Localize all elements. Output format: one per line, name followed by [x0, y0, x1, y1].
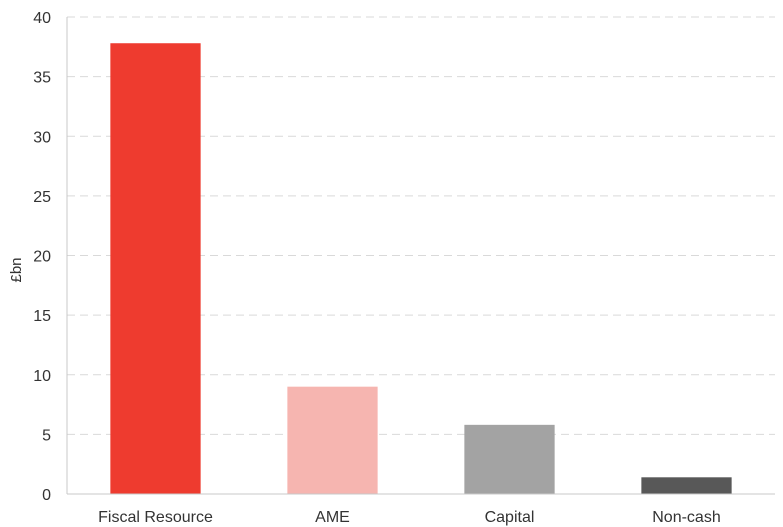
- y-tick-label: 15: [33, 308, 51, 325]
- x-tick-labels: Fiscal Resource AME Capital Non-cash: [98, 509, 721, 526]
- y-tick-label: 25: [33, 189, 51, 206]
- y-tick-label: 0: [42, 487, 51, 504]
- x-tick-label: AME: [315, 509, 350, 526]
- y-axis-title: £bn: [8, 257, 25, 282]
- bars: [110, 43, 732, 495]
- x-tick-label: Fiscal Resource: [98, 509, 213, 526]
- y-tick-label: 5: [42, 427, 51, 444]
- x-tick-label: Non-cash: [652, 509, 720, 526]
- bar-non-cash: [641, 477, 732, 494]
- y-tick-labels: 0 5 10 15 20 25 30 35 40: [33, 10, 51, 504]
- y-tick-label: 20: [33, 249, 51, 266]
- bar-ame: [287, 386, 378, 494]
- y-tick-label: 10: [33, 368, 51, 385]
- bar-fiscal-resource: [110, 43, 201, 495]
- axes: [66, 17, 775, 495]
- bar-capital: [464, 424, 555, 494]
- y-tick-label: 30: [33, 129, 51, 146]
- y-tick-label: 35: [33, 70, 51, 87]
- y-tick-label: 40: [33, 10, 51, 27]
- x-tick-label: Capital: [485, 509, 535, 526]
